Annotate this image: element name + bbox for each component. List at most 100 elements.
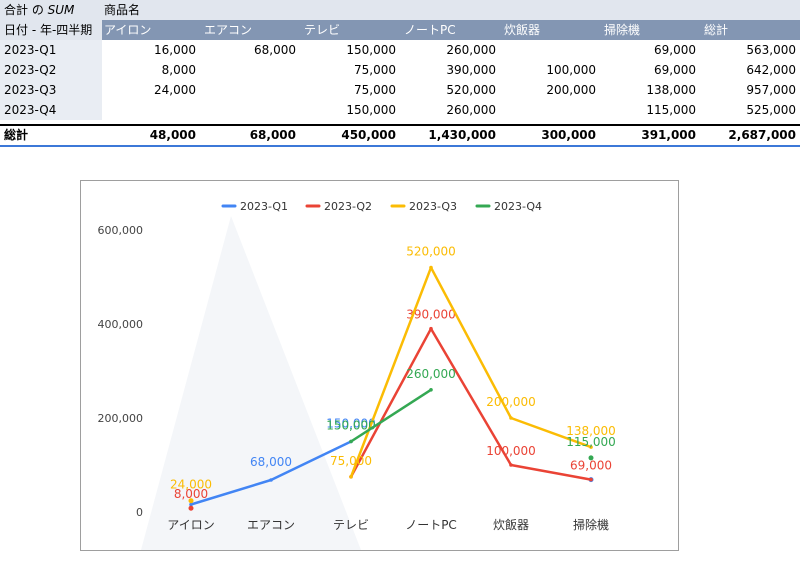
column-header[interactable]: ノートPC	[404, 23, 456, 37]
y-tick-label: 600,000	[98, 224, 144, 237]
total-cell[interactable]: 48,000	[149, 128, 196, 142]
data-label: 150,000	[326, 417, 376, 431]
column-header[interactable]: 掃除機	[604, 23, 641, 37]
series-line-2023-Q3	[349, 266, 592, 478]
data-point	[589, 445, 593, 449]
series-line-2023-Q2	[349, 327, 592, 481]
data-point	[189, 498, 193, 503]
sum-field: SUM	[47, 3, 75, 17]
total-cell[interactable]: 1,430,000	[428, 128, 496, 142]
table-cell[interactable]: 16,000	[154, 43, 196, 57]
data-label: 100,000	[486, 444, 536, 458]
table-cell[interactable]: 100,000	[546, 63, 596, 77]
y-tick-label: 200,000	[98, 412, 144, 425]
table-cell[interactable]	[500, 100, 596, 120]
table-cell[interactable]: 260,000	[446, 43, 496, 57]
table-row: 2023-Q3 24,000 75,000 520,000 200,000 13…	[0, 80, 800, 100]
total-cell[interactable]: 300,000	[541, 128, 596, 142]
table-cell[interactable]: 525,000	[746, 103, 796, 117]
table-cell[interactable]: 24,000	[154, 83, 196, 97]
table-cell[interactable]: 200,000	[546, 83, 596, 97]
x-tick-label: エアコン	[247, 518, 295, 532]
data-point	[429, 265, 433, 270]
table-cell[interactable]: 390,000	[446, 63, 496, 77]
data-label: 390,000	[406, 308, 456, 322]
x-tick-label: 掃除機	[573, 517, 609, 532]
column-header[interactable]: エアコン	[204, 23, 253, 37]
table-cell[interactable]: 69,000	[654, 43, 696, 57]
y-tick-label: 0	[136, 506, 143, 519]
data-point	[189, 502, 193, 507]
data-label: 68,000	[250, 455, 292, 469]
grand-total-row: 総計 48,000 68,000 450,000 1,430,000 300,0…	[0, 124, 800, 147]
data-label: 75,000	[330, 454, 372, 468]
row-field-label[interactable]: 日付 - 年-四半期	[0, 20, 102, 40]
total-cell[interactable]: 391,000	[641, 128, 696, 142]
data-label: 69,000	[570, 459, 612, 473]
table-cell[interactable]: 75,000	[354, 63, 396, 77]
data-point	[429, 388, 433, 392]
series-line-2023-Q4	[350, 388, 432, 443]
row-label[interactable]: 2023-Q4	[0, 100, 102, 120]
table-cell[interactable]: 8,000	[161, 63, 196, 77]
legend-label: 2023-Q2	[324, 200, 372, 213]
column-field-label[interactable]: 商品名	[104, 3, 141, 17]
total-cell[interactable]: 2,687,000	[728, 128, 796, 142]
x-tick-label: 炊飯器	[493, 517, 529, 532]
table-cell[interactable]	[200, 80, 296, 100]
table-cell[interactable]	[100, 100, 196, 120]
data-label: 138,000	[566, 424, 616, 438]
data-point	[429, 326, 433, 331]
table-cell[interactable]	[200, 100, 296, 120]
data-point	[509, 416, 513, 420]
legend-label: 2023-Q1	[240, 200, 288, 213]
table-cell[interactable]: 520,000	[446, 83, 496, 97]
data-label: 520,000	[406, 245, 456, 259]
row-label[interactable]: 2023-Q2	[0, 60, 102, 80]
grand-total-label[interactable]: 総計	[4, 128, 29, 142]
table-row: 2023-Q1 16,000 68,000 150,000 260,000 69…	[0, 40, 800, 60]
legend-label: 2023-Q3	[409, 200, 457, 213]
table-row: 2023-Q2 8,000 75,000 390,000 100,000 69,…	[0, 60, 800, 80]
table-cell[interactable]: 69,000	[654, 63, 696, 77]
data-label: 115,000	[566, 435, 616, 449]
data-point	[509, 463, 513, 467]
column-header[interactable]: 総計	[704, 23, 729, 37]
sum-label-cell[interactable]: 合計 の SUM	[0, 0, 102, 20]
total-cell[interactable]: 68,000	[249, 128, 296, 142]
table-cell[interactable]	[500, 40, 596, 60]
table-cell[interactable]: 260,000	[446, 103, 496, 117]
row-label[interactable]: 2023-Q1	[0, 40, 102, 60]
data-label: 24,000	[170, 478, 212, 492]
total-cell[interactable]: 450,000	[341, 128, 396, 142]
table-cell[interactable]: 642,000	[746, 63, 796, 77]
sum-label: 合計 の	[4, 3, 48, 17]
x-tick-label: アイロン	[167, 518, 214, 532]
table-cell[interactable]: 150,000	[346, 103, 396, 117]
chart-canvas: 0 200,000 400,000 600,000 アイロン エアコン テレビ ノートPC 炊飯…	[98, 200, 616, 550]
table-cell[interactable]: 115,000	[646, 103, 696, 117]
table-row: 2023-Q4 150,000 260,000 115,000 525,000	[0, 100, 800, 120]
y-tick-label: 400,000	[98, 318, 144, 331]
data-point	[349, 439, 353, 444]
table-cell[interactable]: 68,000	[254, 43, 296, 57]
data-point	[349, 475, 353, 479]
pivot-header-row-1: 合計 の SUM 商品名	[0, 0, 800, 20]
data-point	[589, 477, 593, 482]
data-label: 260,000	[406, 367, 456, 381]
column-header[interactable]: アイロン	[104, 23, 152, 37]
data-point	[589, 456, 593, 460]
line-chart[interactable]: 0 200,000 400,000 600,000 アイロン エアコン テレビ ノートPC 炊飯…	[80, 180, 679, 551]
table-cell[interactable]: 138,000	[646, 83, 696, 97]
table-cell[interactable]: 150,000	[346, 43, 396, 57]
table-cell[interactable]: 957,000	[746, 83, 796, 97]
row-label[interactable]: 2023-Q3	[0, 80, 102, 100]
legend-label: 2023-Q4	[494, 200, 542, 213]
table-cell[interactable]: 75,000	[354, 83, 396, 97]
table-cell[interactable]	[200, 60, 296, 80]
table-cell[interactable]: 563,000	[746, 43, 796, 57]
x-tick-label: テレビ	[333, 518, 369, 532]
column-header[interactable]: テレビ	[304, 23, 341, 37]
column-header[interactable]: 炊飯器	[504, 23, 541, 37]
data-point	[189, 506, 193, 511]
